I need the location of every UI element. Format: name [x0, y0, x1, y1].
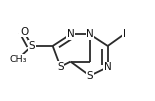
- Text: O: O: [20, 27, 28, 37]
- Text: I: I: [122, 29, 126, 39]
- Text: N: N: [86, 29, 94, 39]
- Text: S: S: [29, 41, 35, 51]
- Text: N: N: [67, 29, 74, 39]
- Text: CH₃: CH₃: [9, 55, 27, 64]
- Text: N: N: [104, 62, 112, 72]
- Text: S: S: [87, 71, 93, 81]
- Text: S: S: [57, 62, 64, 72]
